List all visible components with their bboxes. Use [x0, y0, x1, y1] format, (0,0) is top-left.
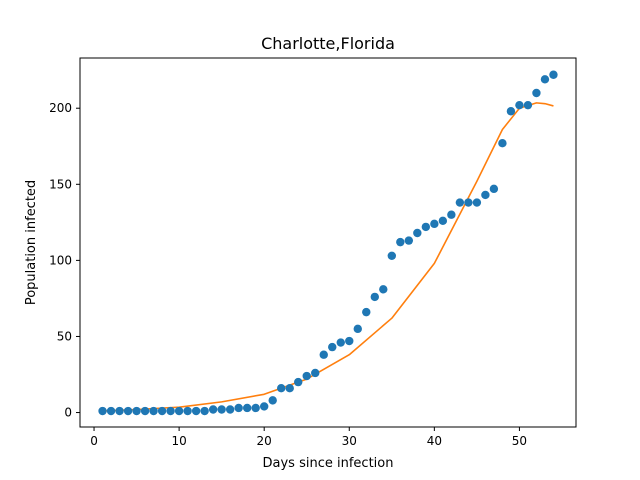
data-point — [319, 350, 328, 359]
data-point — [140, 406, 150, 416]
data-point — [472, 198, 482, 207]
data-point — [328, 342, 337, 352]
data-point — [506, 107, 516, 116]
data-point — [336, 338, 345, 347]
y-tick-label: 150 — [49, 177, 72, 191]
data-point — [174, 406, 184, 416]
data-point — [132, 406, 141, 416]
data-point — [311, 368, 320, 378]
data-point — [353, 324, 362, 334]
data-point — [294, 377, 303, 387]
data-point — [489, 184, 499, 194]
y-axis-ticks: 0 50 100 150 200 — [49, 101, 80, 420]
data-point — [345, 336, 354, 346]
data-point — [515, 100, 524, 110]
data-point — [208, 405, 218, 414]
data-point — [166, 406, 175, 416]
data-point — [396, 237, 405, 247]
data-point — [234, 403, 243, 413]
data-point — [225, 405, 235, 414]
data-point — [549, 70, 558, 79]
y-tick-label: 100 — [49, 253, 72, 267]
x-tick-label: 40 — [427, 434, 442, 448]
x-axis-label: Days since infection — [263, 456, 394, 471]
data-point — [540, 75, 550, 84]
data-point — [251, 403, 260, 413]
plot-area — [98, 70, 558, 416]
x-tick-label: 20 — [257, 434, 272, 448]
data-point — [191, 406, 201, 416]
y-axis-label: Population infected — [24, 180, 39, 305]
data-point — [200, 406, 209, 416]
data-point — [115, 406, 124, 416]
data-point — [183, 406, 192, 416]
data-point — [532, 88, 541, 98]
chart-title: Charlotte,Florida — [261, 34, 395, 53]
data-point — [413, 228, 422, 238]
data-point — [421, 222, 431, 232]
data-point — [149, 406, 158, 416]
x-axis-ticks: 0 10 20 30 40 50 — [90, 427, 527, 448]
y-tick-label: 50 — [57, 329, 72, 343]
y-tick-label: 200 — [49, 101, 72, 115]
y-tick-label: 0 — [64, 406, 72, 420]
data-point — [285, 384, 294, 393]
data-point — [217, 405, 226, 414]
x-tick-label: 10 — [171, 434, 186, 448]
data-point — [242, 403, 252, 413]
data-point — [404, 236, 414, 245]
data-point — [259, 402, 269, 411]
data-point — [438, 216, 448, 226]
data-point — [277, 384, 286, 393]
data-point — [498, 139, 507, 148]
data-point — [387, 251, 397, 261]
data-point — [98, 406, 107, 416]
data-point — [106, 406, 116, 416]
data-point — [481, 190, 490, 200]
data-point — [455, 198, 465, 207]
data-point — [123, 406, 133, 416]
data-point — [370, 292, 379, 302]
data-point — [157, 406, 167, 416]
x-tick-label: 30 — [342, 434, 357, 448]
axes-frame — [79, 57, 577, 428]
data-point — [464, 198, 473, 207]
data-point — [379, 285, 388, 294]
x-tick-label: 0 — [90, 434, 98, 448]
data-point — [362, 307, 371, 317]
x-tick-label: 50 — [512, 434, 527, 448]
data-point — [523, 100, 533, 110]
data-point — [430, 219, 439, 229]
data-point — [268, 396, 277, 405]
data-point — [302, 371, 311, 381]
data-point — [447, 210, 456, 219]
